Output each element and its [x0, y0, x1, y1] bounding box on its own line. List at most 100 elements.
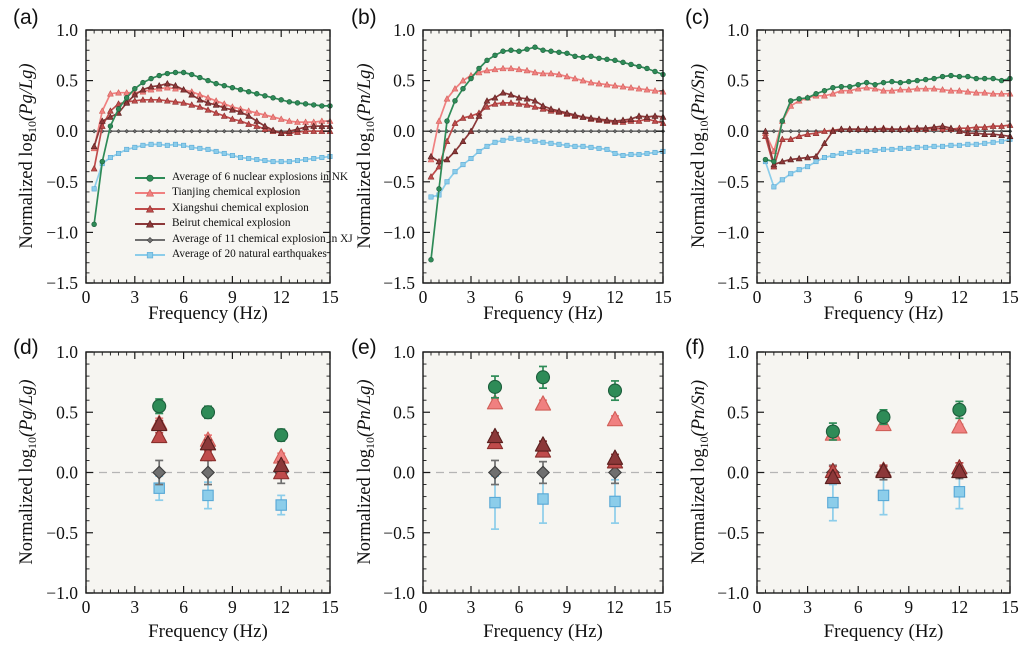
svg-text:3: 3 — [803, 597, 812, 617]
panel-f-label: (f) — [685, 336, 705, 359]
svg-text:0.5: 0.5 — [393, 71, 415, 91]
legend-item: Average of 20 natural earthquakes — [134, 248, 353, 261]
svg-text:3: 3 — [467, 597, 476, 617]
svg-text:6: 6 — [179, 597, 188, 617]
svg-text:3: 3 — [130, 287, 139, 307]
svg-text:6: 6 — [854, 597, 863, 617]
svg-text:12: 12 — [951, 287, 969, 307]
svg-text:1.0: 1.0 — [56, 20, 78, 40]
legend-item: Xiangshui chemical explosion — [134, 201, 353, 214]
panel-e-y-axis-title: Normalized log10(Pn/Lg) — [355, 379, 377, 565]
diamond-marker-icon — [134, 233, 166, 245]
svg-text:0.5: 0.5 — [393, 402, 415, 422]
svg-text:−1.5: −1.5 — [717, 273, 749, 293]
svg-text:1.0: 1.0 — [727, 342, 749, 362]
svg-text:12: 12 — [951, 597, 969, 617]
svg-text:−1.0: −1.0 — [383, 222, 415, 242]
svg-text:3: 3 — [130, 597, 139, 617]
svg-text:3: 3 — [467, 287, 476, 307]
svg-text:−0.5: −0.5 — [46, 172, 78, 192]
svg-text:0: 0 — [753, 597, 762, 617]
svg-text:0: 0 — [753, 287, 762, 307]
svg-text:0.0: 0.0 — [393, 121, 415, 141]
panel-f-x-axis-title: Frequency (Hz) — [823, 621, 944, 642]
panel-a-label: (a) — [13, 6, 39, 29]
svg-text:−0.5: −0.5 — [717, 172, 749, 192]
svg-text:6: 6 — [179, 287, 188, 307]
svg-text:0: 0 — [82, 287, 91, 307]
svg-text:15: 15 — [654, 597, 672, 617]
svg-text:1.0: 1.0 — [393, 20, 415, 40]
svg-text:−0.5: −0.5 — [46, 523, 78, 543]
panel-a-y-axis-title: Normalized log10(Pg/Lg) — [17, 63, 39, 249]
svg-text:9: 9 — [563, 597, 572, 617]
svg-text:12: 12 — [272, 287, 290, 307]
legend-item-label: Tianjing chemical explosion — [172, 186, 301, 198]
svg-text:12: 12 — [606, 287, 624, 307]
svg-text:15: 15 — [321, 287, 339, 307]
svg-text:0.0: 0.0 — [56, 121, 78, 141]
panel-c-label: (c) — [685, 6, 710, 29]
svg-text:6: 6 — [854, 287, 863, 307]
legend-item: Beirut chemical explosion — [134, 217, 353, 230]
svg-text:−1.0: −1.0 — [383, 583, 415, 603]
svg-text:0: 0 — [419, 597, 428, 617]
svg-text:15: 15 — [1001, 287, 1019, 307]
triangle-marker-icon — [134, 186, 166, 198]
legend-item-label: Average of 6 nuclear explosions in NK — [172, 170, 349, 183]
legend-item: Tianjing chemical explosion — [134, 186, 353, 199]
legend-item-label: Beirut chemical explosion — [172, 217, 291, 229]
svg-text:0.5: 0.5 — [56, 71, 78, 91]
svg-text:0: 0 — [82, 597, 91, 617]
triangle-marker-icon — [134, 217, 166, 229]
svg-text:0.5: 0.5 — [727, 71, 749, 91]
svg-text:−1.5: −1.5 — [46, 273, 78, 293]
svg-text:−1.0: −1.0 — [717, 583, 749, 603]
square-marker-icon — [134, 248, 166, 260]
legend-item-label: Average of 11 chemical explosion in XJ — [172, 232, 353, 245]
panel-d-y-axis-title: Normalized log10(Pg/Lg) — [17, 379, 39, 565]
svg-text:0.5: 0.5 — [56, 402, 78, 422]
panel-e-x-axis-title: Frequency (Hz) — [483, 621, 603, 642]
legend-item: Average of 6 nuclear explosions in NK — [134, 170, 353, 183]
svg-text:0.0: 0.0 — [727, 121, 749, 141]
panel-b-x-axis-title: Frequency (Hz) — [483, 303, 603, 324]
svg-text:0: 0 — [419, 287, 428, 307]
svg-text:6: 6 — [515, 597, 524, 617]
svg-text:0.0: 0.0 — [727, 463, 749, 483]
svg-text:0.0: 0.0 — [56, 463, 78, 483]
svg-text:−1.0: −1.0 — [717, 222, 749, 242]
svg-text:15: 15 — [654, 287, 672, 307]
panel-d-label: (d) — [13, 336, 39, 359]
panel-e-label: (e) — [351, 336, 377, 359]
panel-c-y-axis-title: Normalized log10(Pn/Sn) — [689, 63, 711, 249]
panel-f-y-axis-title: Normalized log10(Pn/Sn) — [689, 379, 711, 565]
panel-b-y-axis-title: Normalized log10(Pn/Lg) — [355, 63, 377, 249]
svg-text:9: 9 — [904, 597, 913, 617]
triangle-marker-icon — [134, 202, 166, 214]
panel-b-label: (b) — [351, 6, 377, 29]
svg-text:1.0: 1.0 — [727, 20, 749, 40]
panel-c-x-axis-title: Frequency (Hz) — [823, 303, 944, 324]
svg-text:1.0: 1.0 — [393, 342, 415, 362]
legend-item: Average of 11 chemical explosion in XJ — [134, 232, 353, 245]
svg-text:15: 15 — [1001, 597, 1019, 617]
svg-text:6: 6 — [515, 287, 524, 307]
svg-text:−0.5: −0.5 — [717, 523, 749, 543]
svg-text:9: 9 — [563, 287, 572, 307]
svg-text:9: 9 — [228, 597, 237, 617]
legend: Average of 6 nuclear explosions in NK Ti… — [134, 170, 353, 261]
svg-text:−0.5: −0.5 — [383, 172, 415, 192]
panel-d-x-axis-title: Frequency (Hz) — [148, 621, 268, 642]
svg-text:12: 12 — [272, 597, 290, 617]
legend-item-label: Xiangshui chemical explosion — [172, 201, 309, 214]
svg-text:9: 9 — [904, 287, 913, 307]
svg-text:0.5: 0.5 — [727, 402, 749, 422]
svg-text:15: 15 — [321, 597, 339, 617]
circle-marker-icon — [134, 171, 166, 183]
svg-text:9: 9 — [228, 287, 237, 307]
svg-text:−1.5: −1.5 — [383, 273, 415, 293]
svg-text:0.0: 0.0 — [393, 463, 415, 483]
svg-text:1.0: 1.0 — [56, 342, 78, 362]
